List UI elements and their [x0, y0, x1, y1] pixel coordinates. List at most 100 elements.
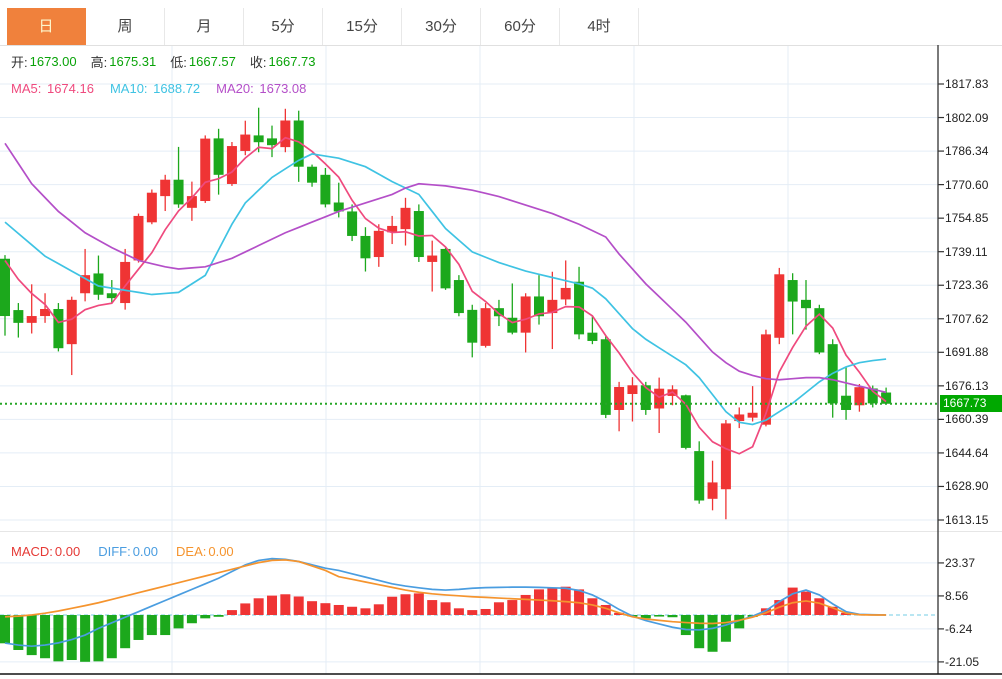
candle-body — [560, 287, 571, 300]
candle-body — [160, 179, 171, 197]
candle-body — [747, 412, 758, 418]
candle-body — [547, 299, 558, 314]
macd-bar — [747, 615, 758, 618]
candle-body — [333, 202, 344, 212]
candle-body — [267, 138, 277, 146]
tab-30min[interactable]: 30分 — [402, 8, 481, 45]
price-tick-label: 1676.13 — [945, 378, 989, 393]
macd-bar — [120, 615, 131, 649]
macd-bar — [627, 615, 638, 617]
tab-month[interactable]: 月 — [165, 8, 244, 45]
candle-body — [827, 344, 838, 404]
candle-body — [520, 296, 531, 333]
candle-body — [280, 120, 291, 148]
macd-bar — [841, 612, 852, 615]
timeframe-tabbar: 日 周 月 5分 15分 30分 60分 4时 — [7, 8, 639, 45]
macd-bar — [80, 615, 91, 662]
tab-5min[interactable]: 5分 — [244, 8, 323, 45]
ma5-line — [4, 136, 887, 455]
macd-bar — [200, 615, 211, 619]
macd-bar — [280, 594, 291, 615]
candle-body — [427, 255, 438, 262]
candle-body — [667, 389, 678, 396]
close-value: 收: 1667.73 — [249, 54, 316, 70]
candle-body — [760, 334, 771, 425]
macd-bar — [253, 598, 264, 615]
macd-axis: 23.37 8.56 -6.24 -21.05 — [945, 0, 1002, 679]
candle-body — [387, 225, 398, 233]
macd-bar — [26, 615, 37, 656]
low-value: 低: 1667.57 — [170, 54, 236, 70]
tab-4hour-label: 4时 — [587, 18, 611, 35]
macd-bar — [387, 596, 398, 615]
ma5-value: MA5: 1674.16 — [11, 81, 94, 96]
macd-bar — [814, 598, 825, 615]
macd-tick-label: 23.37 — [945, 555, 976, 570]
candle-body — [373, 230, 384, 258]
macd-bar — [801, 591, 811, 615]
tab-week[interactable]: 周 — [86, 8, 165, 45]
candle-body — [574, 281, 585, 335]
price-axis: 1817.83 1802.09 1786.34 1770.60 1754.85 1739.… — [945, 0, 1002, 679]
macd-bar — [400, 594, 411, 615]
ma20-line — [4, 142, 887, 394]
candle-body — [13, 310, 24, 323]
price-tick-label: 1707.62 — [945, 311, 989, 326]
high-value: 高: 1675.31 — [90, 54, 157, 70]
candle-body — [360, 235, 371, 259]
candle-body — [480, 308, 491, 346]
tab-day-label: 日 — [38, 18, 54, 35]
diff-value: DIFF: 0.00 — [98, 544, 159, 559]
macd-bar — [507, 600, 518, 615]
tab-15min[interactable]: 15分 — [323, 8, 402, 45]
tab-60min[interactable]: 60分 — [481, 8, 560, 45]
macd-bar — [226, 610, 237, 615]
candle-body — [66, 299, 77, 345]
macd-bar — [534, 589, 544, 615]
macd-bar — [787, 587, 798, 615]
tab-30min-label: 30分 — [425, 18, 457, 35]
candle-body — [814, 308, 825, 353]
candle-body — [640, 385, 651, 410]
price-tick-label: 1754.85 — [945, 211, 989, 226]
ma10-value: MA10: 1688.72 — [109, 81, 201, 96]
macd-bar — [53, 615, 64, 662]
macd-value: MACD: 0.00 — [11, 544, 81, 559]
candle-body — [881, 392, 892, 404]
macd-bar — [720, 615, 731, 642]
candle-body — [293, 120, 304, 167]
macd-bar — [614, 612, 625, 615]
ma20-value: MA20: 1673.08 — [216, 81, 307, 96]
macd-bar — [293, 596, 304, 615]
macd-info-bar: MACD: 0.00 DIFF: 0.00 DEA: 0.00 — [11, 544, 234, 559]
candle-body — [200, 138, 211, 202]
macd-bar — [440, 602, 451, 615]
dea-line — [4, 559, 887, 625]
candle-body — [507, 317, 518, 333]
macd-tick-label: 8.56 — [945, 588, 969, 603]
candle-body — [774, 274, 785, 338]
macd-bar — [667, 615, 678, 618]
macd-bar — [493, 602, 504, 615]
price-tick-label: 1739.11 — [945, 244, 988, 259]
macd-bar — [40, 615, 51, 659]
candle-body — [627, 385, 638, 395]
candle-body — [93, 273, 104, 295]
candle-body — [734, 414, 745, 422]
candle-body — [680, 395, 691, 448]
price-tick-label: 1802.09 — [945, 110, 989, 125]
macd-bar — [347, 606, 358, 615]
candle-body — [186, 196, 197, 208]
candle-body — [614, 386, 625, 410]
tab-day[interactable]: 日 — [7, 8, 86, 45]
macd-bar — [574, 589, 585, 615]
candle-body — [654, 388, 665, 409]
candle-body — [707, 482, 718, 499]
macd-bar — [240, 603, 251, 615]
candle-body — [493, 308, 504, 317]
macd-bar — [547, 588, 558, 615]
candle-body — [467, 309, 478, 343]
tab-4hour[interactable]: 4时 — [560, 8, 639, 45]
macd-bar — [640, 615, 651, 619]
